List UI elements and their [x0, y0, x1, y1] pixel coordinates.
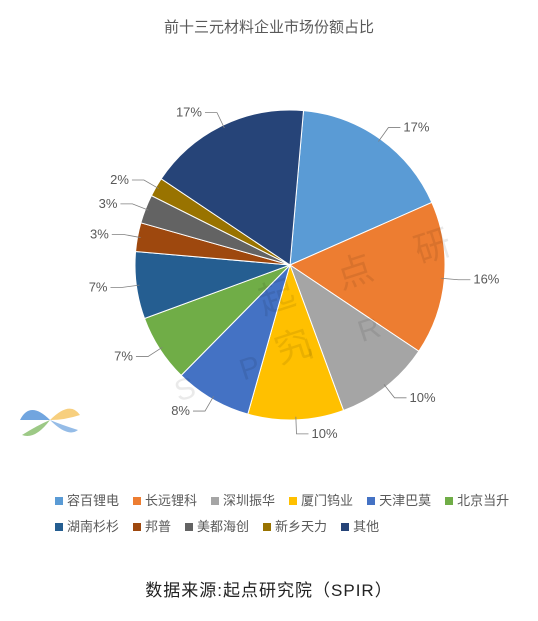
- legend-label: 北京当升: [457, 490, 509, 512]
- legend-item: 容百锂电: [55, 490, 119, 512]
- legend-label: 容百锂电: [67, 490, 119, 512]
- legend-item: 其他: [341, 516, 379, 538]
- slice-label: 17%: [176, 105, 202, 120]
- legend-swatch: [211, 497, 219, 505]
- legend-swatch: [367, 497, 375, 505]
- legend-item: 长远锂科: [133, 490, 197, 512]
- legend-label: 长远锂科: [145, 490, 197, 512]
- legend-row: 容百锂电长远锂科深圳振华厦门钨业天津巴莫北京当升: [55, 490, 495, 512]
- slice-label: 10%: [311, 426, 337, 441]
- legend-swatch: [445, 497, 453, 505]
- legend-label: 天津巴莫: [379, 490, 431, 512]
- data-source: 数据来源:起点研究院（SPIR）: [0, 576, 538, 601]
- legend-item: 北京当升: [445, 490, 509, 512]
- slice-label: 2%: [110, 172, 129, 187]
- legend-item: 深圳振华: [211, 490, 275, 512]
- legend-label: 美都海创: [197, 516, 249, 538]
- legend-label: 新乡天力: [275, 516, 327, 538]
- slice-label: 3%: [99, 196, 118, 211]
- legend-item: 新乡天力: [263, 516, 327, 538]
- legend-label: 其他: [353, 516, 379, 538]
- legend-item: 湖南杉杉: [55, 516, 119, 538]
- slice-label: 10%: [410, 390, 436, 405]
- legend: 容百锂电长远锂科深圳振华厦门钨业天津巴莫北京当升湖南杉杉邦普美都海创新乡天力其他: [55, 490, 495, 542]
- legend-item: 厦门钨业: [289, 490, 353, 512]
- legend-swatch: [55, 497, 63, 505]
- legend-swatch: [263, 523, 271, 531]
- legend-item: 天津巴莫: [367, 490, 431, 512]
- legend-label: 厦门钨业: [301, 490, 353, 512]
- legend-row: 湖南杉杉 邦普 美都海创 新乡天力 其他: [55, 516, 495, 538]
- legend-label: 深圳振华: [223, 490, 275, 512]
- legend-swatch: [133, 523, 141, 531]
- slice-label: 7%: [89, 279, 108, 294]
- legend-label: 湖南杉杉: [67, 516, 119, 538]
- slice-label: 7%: [114, 349, 133, 364]
- legend-swatch: [55, 523, 63, 531]
- slice-label: 3%: [90, 226, 109, 241]
- chart-title: 前十三元材料企业市场份额占比: [0, 16, 538, 37]
- legend-label: 邦普: [145, 516, 171, 538]
- legend-swatch: [133, 497, 141, 505]
- slice-label: 16%: [473, 272, 499, 287]
- slice-label: 17%: [403, 120, 429, 135]
- legend-swatch: [341, 523, 349, 531]
- legend-swatch: [185, 523, 193, 531]
- legend-item: 美都海创: [185, 516, 249, 538]
- watermark-logo: [10, 380, 90, 465]
- legend-item: 邦普: [133, 516, 171, 538]
- legend-swatch: [289, 497, 297, 505]
- slice-label: 8%: [171, 403, 190, 418]
